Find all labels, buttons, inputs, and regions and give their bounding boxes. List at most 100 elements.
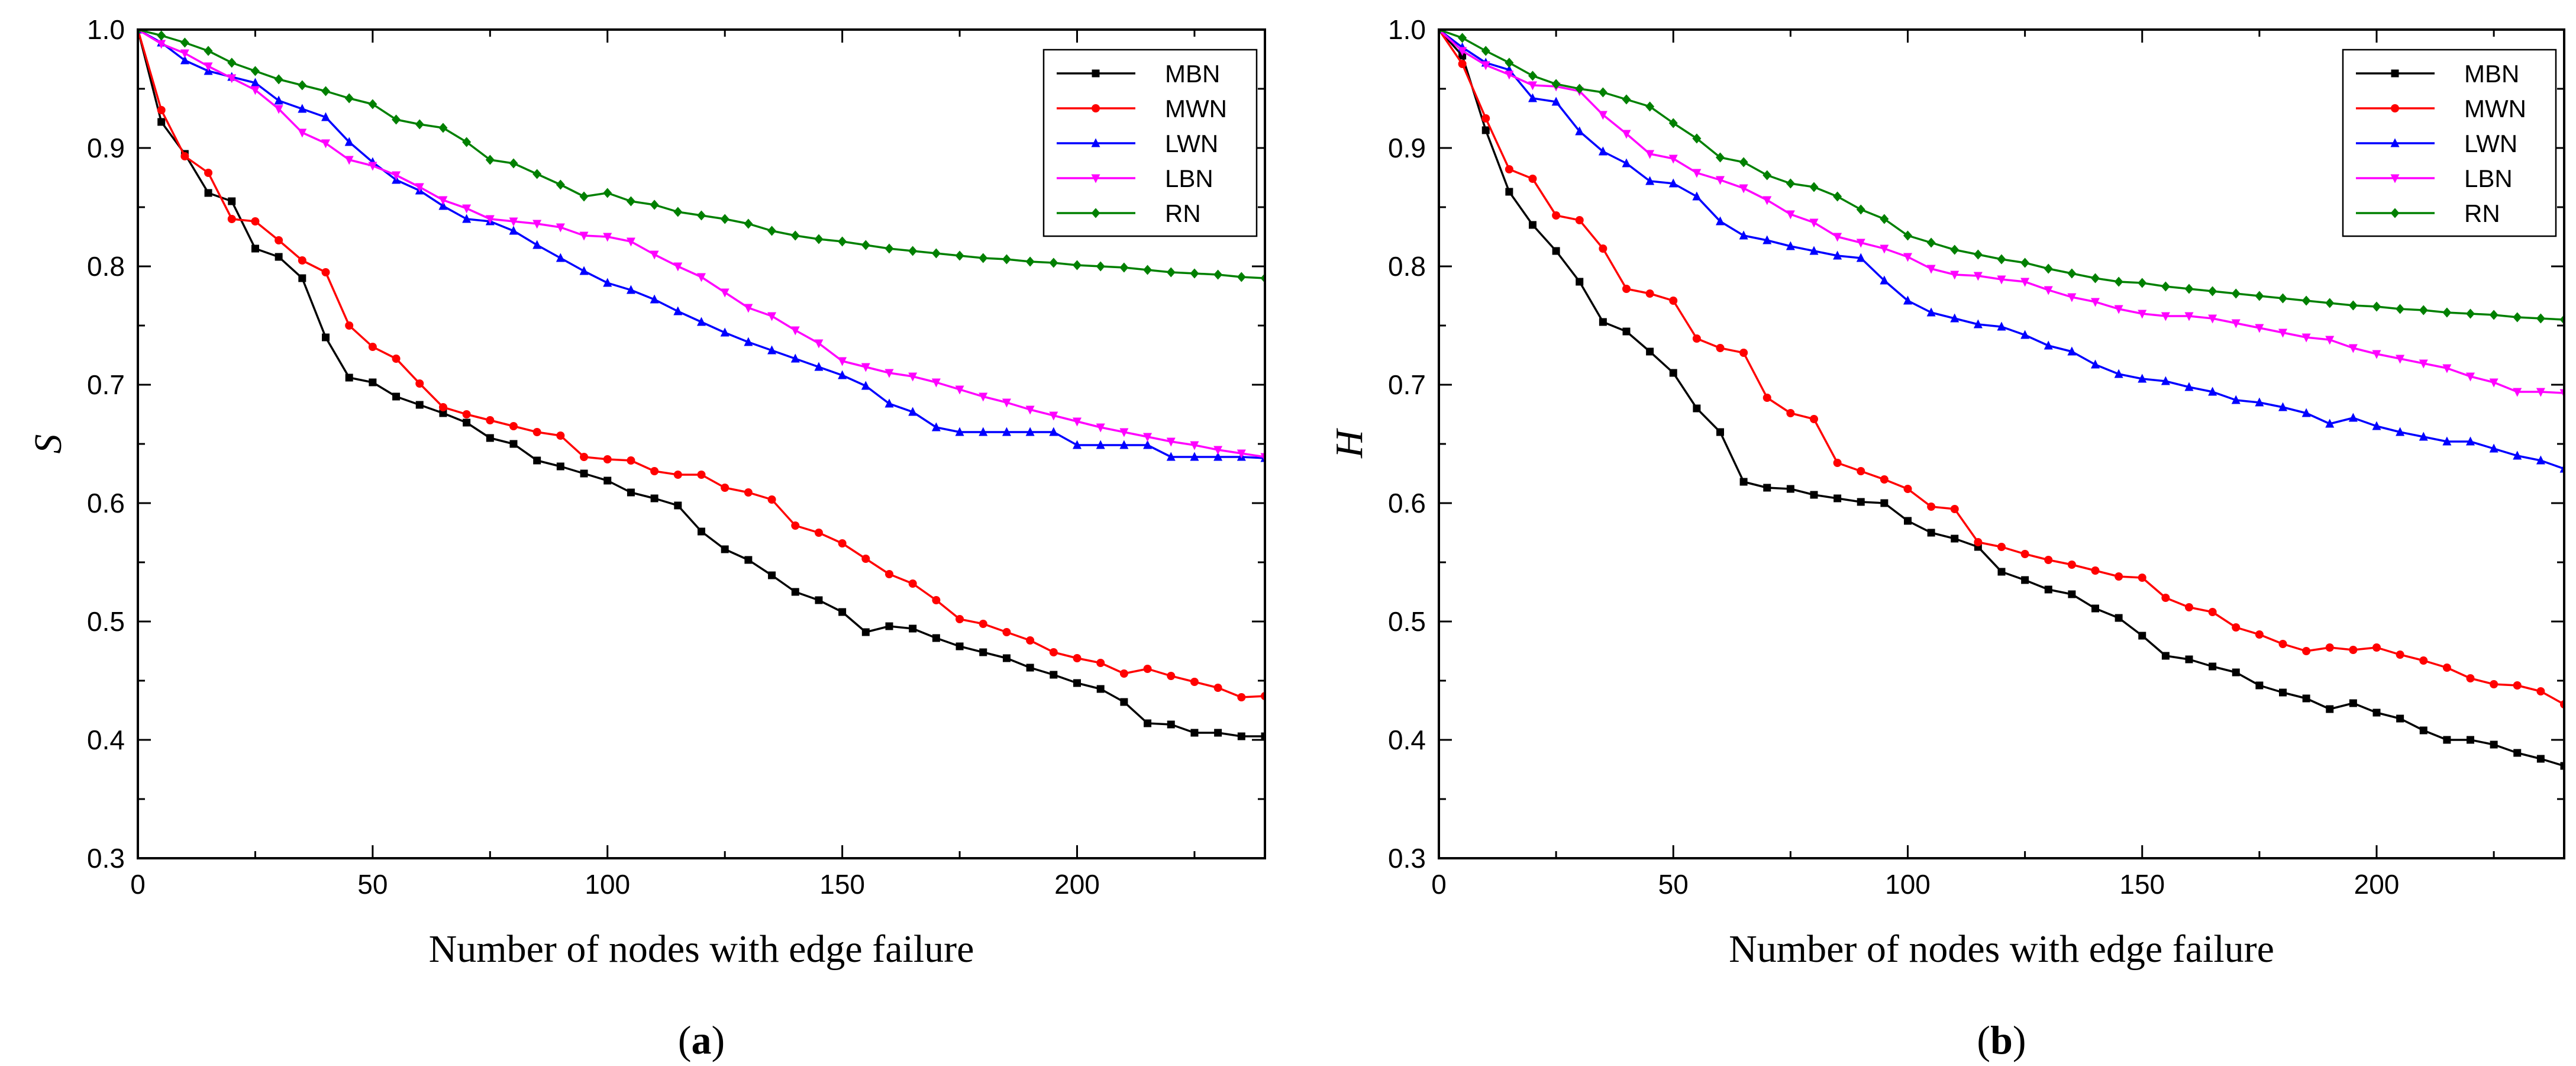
panel-b-series-mwn-point [2536,687,2545,695]
panel-b-series-lbn-point [2091,298,2100,307]
panel-a-series-mwn-point [509,422,518,430]
panel-a-x-tick-labels: 0 50 100 150 200 [130,869,1100,900]
panel-a-series-mwn-point [885,570,893,578]
panel-a-series-mwn-point [908,579,917,588]
panel-a-series-lwn-point [274,95,283,105]
panel-a-series-mwn-point [603,455,612,463]
panel-b-series-rn-point [1739,157,1748,168]
panel-b-series-lbn-point [1997,275,2006,285]
panel-a-series-rn-point [180,37,189,48]
panel-a-series-mwn-point [697,471,706,479]
panel-b-series-rn-point [1622,94,1631,105]
panel-b-caption: (b) [1977,1017,2026,1062]
panel-b-caption-letter: b [1990,1017,2013,1062]
panel-a-series-mbn-point [228,197,236,205]
panel-a-series-mbn-point [275,253,283,261]
panel-b-series-mbn-point [1927,529,1935,537]
panel-a-series-lwn-point [1025,427,1035,436]
panel-a-y-tick-label: 0.3 [87,843,125,874]
panel-a-y-tick-label: 0.9 [87,133,125,163]
panel-a-series-mwn-point [580,453,589,461]
panel-b-series-lwn-point [2255,397,2264,407]
panel-b-series-mbn-point [2185,655,2193,664]
panel-b-series-lbn-point [2466,372,2475,382]
panel-a-series-lwn-point [720,327,729,337]
panel-a-series-lbn-point [556,223,565,233]
panel-b-series-lbn-point [1598,111,1607,120]
panel-b-series-lbn-point [1458,47,1467,56]
panel-b-series-lbn-point [1856,239,1865,248]
panel-a-series-lwn-point [556,253,565,262]
panel-a-series-mwn-point [1026,636,1035,645]
panel-a-series-mbn-point [463,418,471,427]
panel-a-series-mwn-point [838,539,847,548]
panel-a-series-rn-point [767,226,777,236]
panel-b-series-mbn-point [1552,247,1560,255]
panel-b-series-lwn-point [1809,246,1819,255]
panel-a-series-lbn-point [415,183,424,192]
panel-a-x-tick-label: 150 [819,869,865,900]
panel-b-series-mbn-point [1646,347,1654,356]
panel-b-series-mbn-point [2161,652,2170,660]
panel-a-series-mbn-point [861,628,870,636]
panel-b-series-lbn-point [2536,388,2545,397]
panel-a-series-lbn-point [1073,417,1082,427]
panel-b-series-lwn-point [2442,436,2452,446]
panel-a-series-lbn-point [744,304,753,313]
panel-a-legend-lbn-marker [1091,174,1100,183]
panel-b-series-lbn-point [2372,350,2381,359]
panel-b-series-rn-point [2091,273,2100,284]
panel-b-series-lwn-point [2325,418,2335,428]
panel-b-series-mbn-point [1833,494,1842,503]
panel-b-series-lwn-point [1973,319,1983,329]
panel-b-series-mbn-point [2560,762,2564,770]
panel-b-series-mwn-point [2138,574,2146,582]
panel-a-series-mbn-point [955,642,964,650]
panel-b-series-rn-point [1833,191,1842,202]
panel-a-series-rn-point [814,234,824,244]
panel-a-series-lbn-point [579,231,589,241]
panel-a-series-rn-point [157,30,166,41]
panel-a-series-lwn-point [1143,440,1153,449]
panel-a-series-mbn-point [885,622,893,630]
panel-b-series-rn-point [1481,46,1490,56]
panel-b-legend-rn-label: RN [2464,199,2500,227]
panel-a-series-mbn-point [1026,664,1034,672]
panel-a-series-lwn-point [908,407,918,416]
panel-b-series-lwn-point [1551,96,1561,106]
panel-a-series-mbn-point [369,378,377,387]
panel-a-series-mwn-point [227,215,236,223]
panel-b-series-mwn-point [2255,630,2264,639]
panel-a-series-rn-point [790,230,800,241]
panel-b-series-mbn-point [2419,726,2427,735]
panel-a-x-tick-label: 200 [1054,869,1100,900]
panel-a-series-lbn-point [1002,398,1011,408]
panel-a-series-mbn-point [909,624,917,633]
panel-a-series-mbn-point [439,409,447,417]
panel-b-series-mwn-point [2020,550,2029,558]
panel-b-series-rn-point [2372,301,2381,312]
panel-b-series-lbn-point [2489,378,2498,388]
panel-b-series-rn-point [2466,308,2475,319]
panel-a-plot-frame [137,28,1266,859]
panel-a-series-lwn-point [532,240,542,249]
panel-b-series-rn-point [2513,312,2522,323]
panel-b-series-lbn-point [2513,388,2522,397]
panel-a-series-mbn-point [1073,679,1081,687]
panel-a-series-mwn-point [486,416,495,424]
panel-a-series-rn-point [838,236,847,247]
panel-a-series-lwn-point [438,201,448,210]
panel-b-series-mbn-point [2279,688,2287,697]
panel-a-series-lwn-point [673,306,683,315]
panel-b-series-rn-point [1762,170,1772,181]
panel-a-series-rn-point [626,196,635,207]
panel-a-series-mwn-point [438,403,447,411]
panel-b-series-lbn-point [1622,130,1631,139]
panel-a-series-mbn-point [1144,719,1152,727]
panel-a-series-lwn-point [626,285,635,294]
panel-a-series-mwn-point [345,321,354,330]
panel-a-series-lbn-point [979,392,988,402]
panel-b-legend-mwn-marker [2391,104,2399,112]
panel-b-series-mwn-point [1575,216,1584,224]
panel-b-series-mbn-point [2209,662,2217,671]
